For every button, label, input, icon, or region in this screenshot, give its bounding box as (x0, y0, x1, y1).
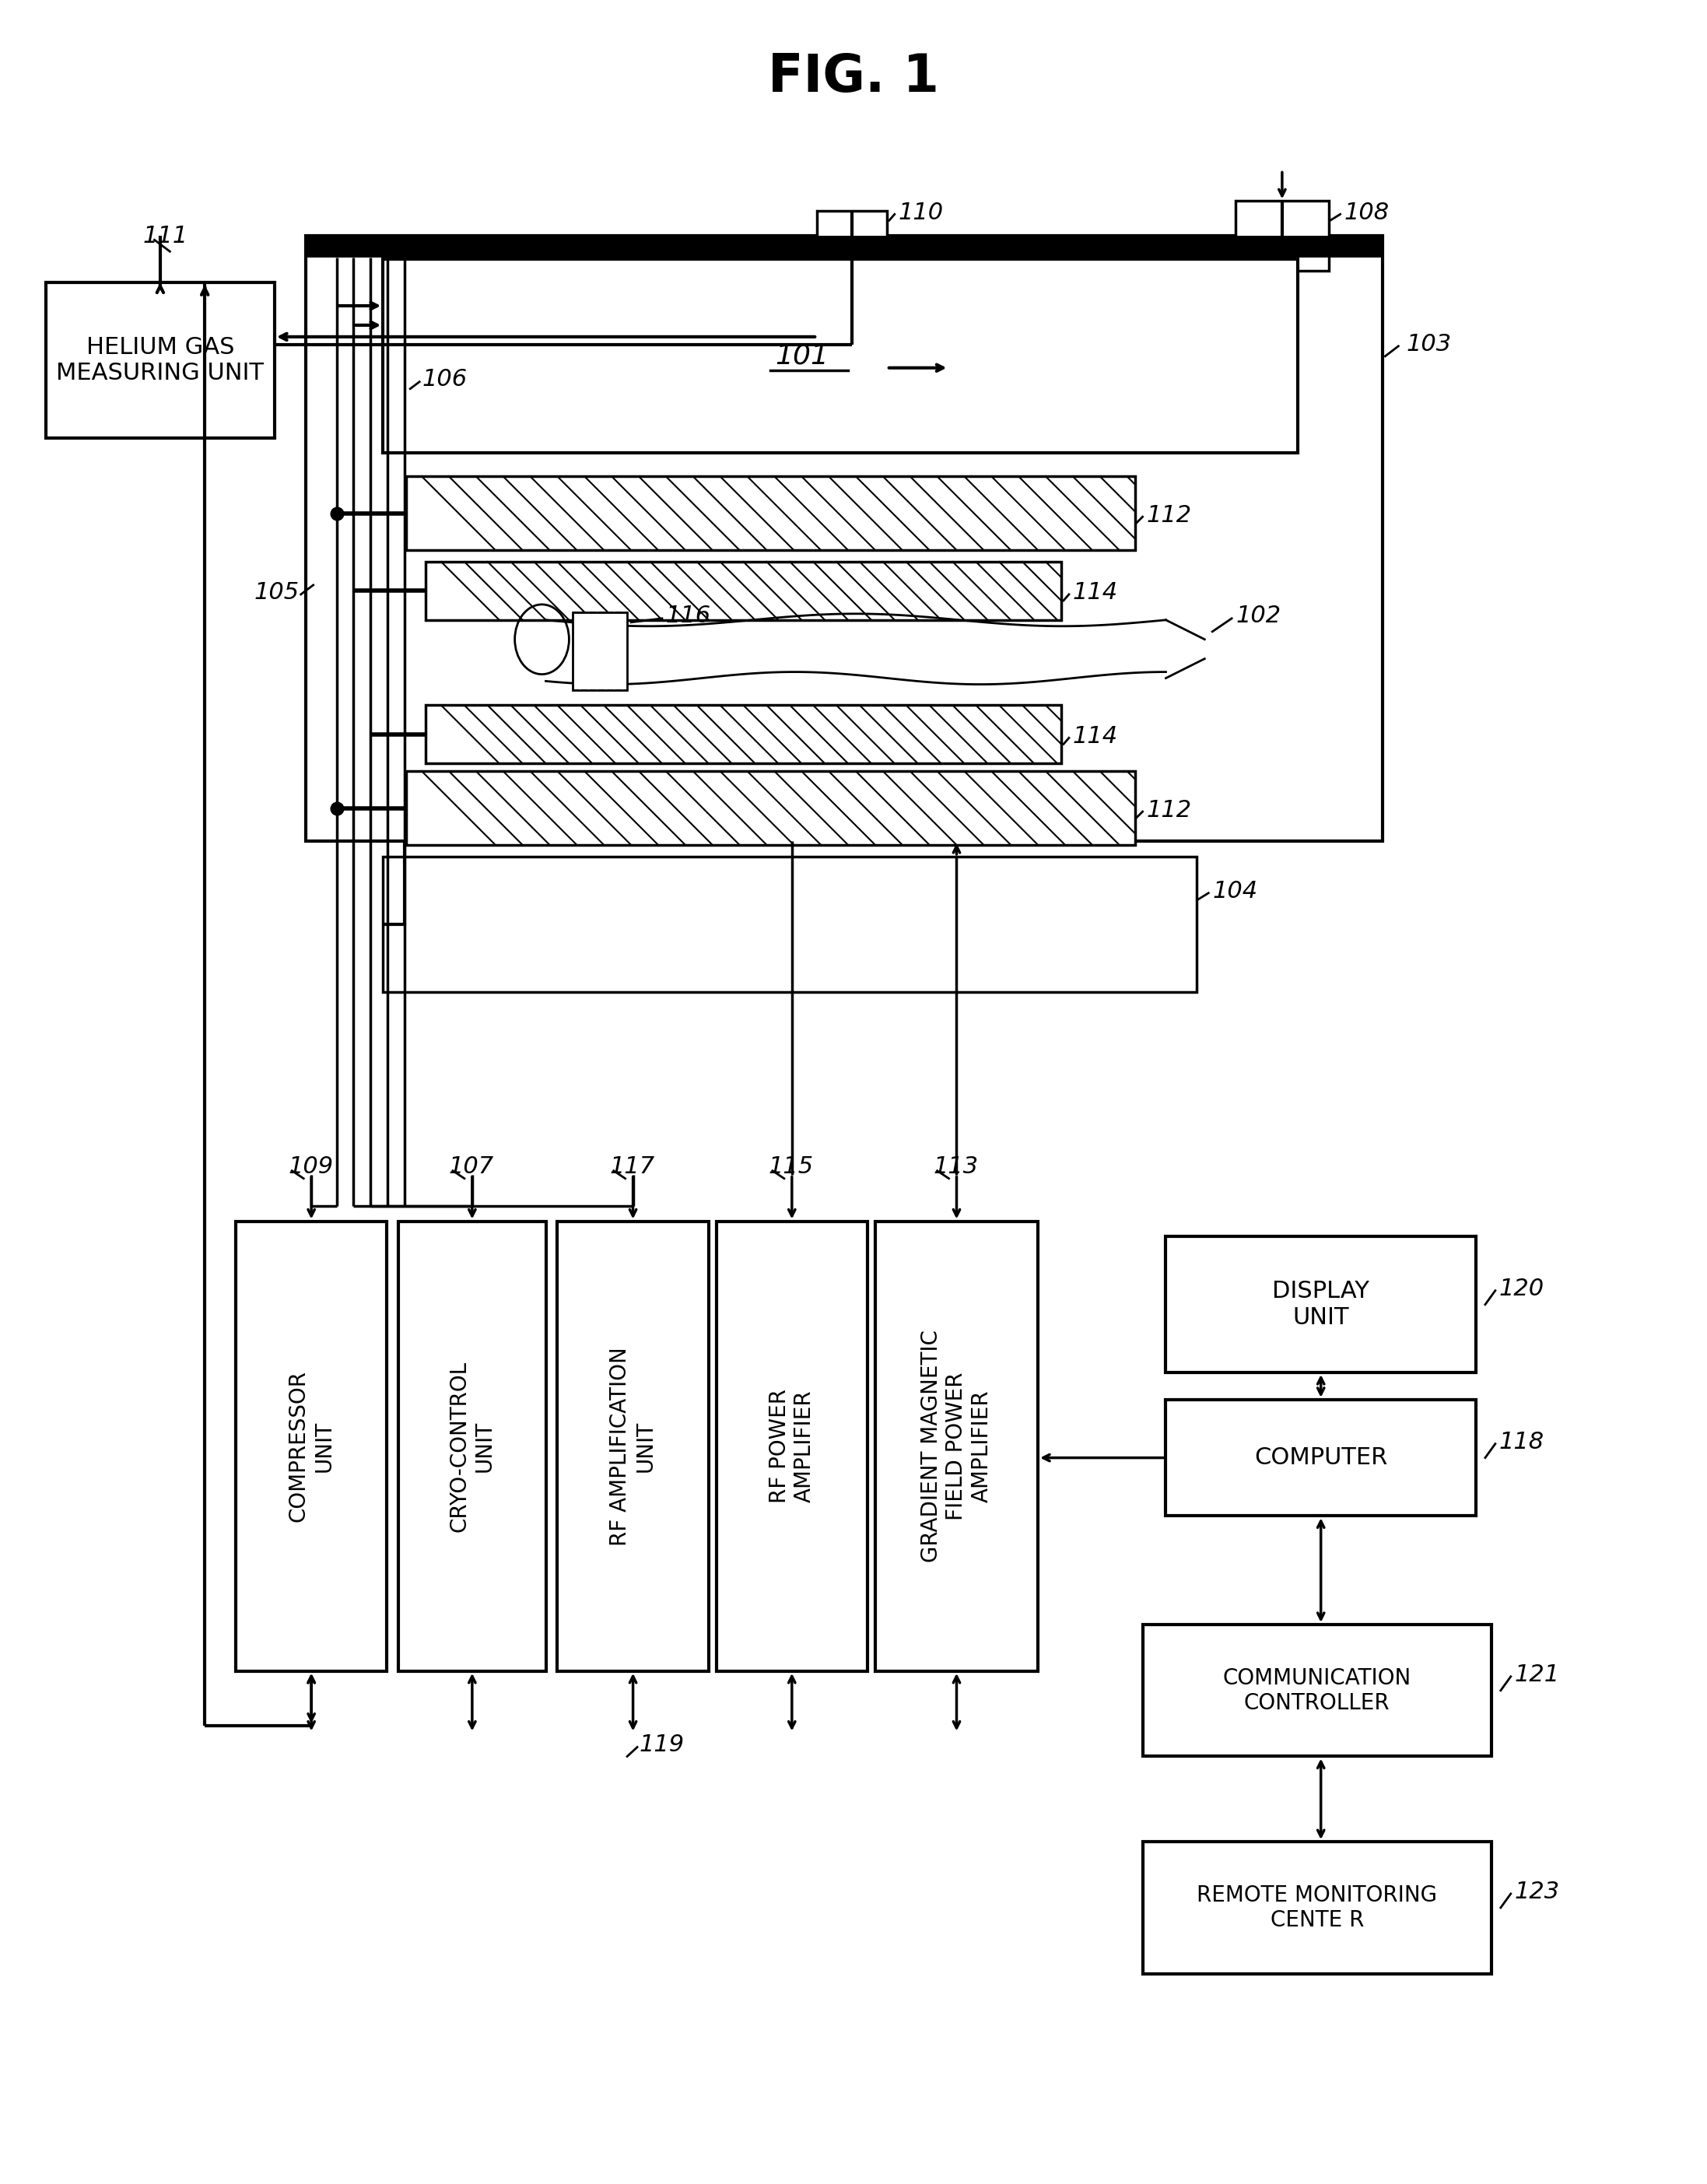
Text: 112: 112 (1147, 505, 1191, 526)
Text: 115: 115 (768, 1155, 814, 1177)
Text: 111: 111 (143, 225, 188, 247)
Text: 103: 103 (1407, 334, 1451, 356)
Text: 123: 123 (1514, 1880, 1560, 1904)
Text: 114: 114 (1072, 581, 1118, 605)
Text: 106: 106 (422, 369, 468, 391)
Text: CRYO-CONTROL
UNIT: CRYO-CONTROL UNIT (449, 1361, 495, 1531)
Text: 107: 107 (449, 1155, 493, 1177)
Text: 105: 105 (254, 581, 299, 605)
Text: DISPLAY
UNIT: DISPLAY UNIT (1272, 1280, 1369, 1328)
Bar (1166, 1400, 1477, 1516)
Text: 113: 113 (934, 1155, 978, 1177)
Bar (876, 1221, 1038, 1671)
Bar (406, 476, 1135, 550)
Bar (1166, 1236, 1477, 1372)
Text: REMOTE MONITORING
CENTE R: REMOTE MONITORING CENTE R (1197, 1885, 1437, 1931)
Bar (306, 236, 1383, 841)
Text: 101: 101 (775, 343, 828, 369)
Text: 121: 121 (1514, 1664, 1560, 1686)
Bar (382, 856, 1197, 992)
Text: 109: 109 (288, 1155, 333, 1177)
Text: 117: 117 (609, 1155, 655, 1177)
Bar (236, 1221, 387, 1671)
Bar (46, 282, 275, 437)
Text: HELIUM GAS
MEASURING UNIT: HELIUM GAS MEASURING UNIT (56, 336, 265, 384)
Text: RF POWER
AMPLIFIER: RF POWER AMPLIFIER (768, 1389, 816, 1503)
Text: 119: 119 (638, 1734, 685, 1756)
Text: 104: 104 (1212, 880, 1258, 902)
Bar (425, 561, 1062, 620)
Bar (425, 705, 1062, 764)
Text: 112: 112 (1147, 799, 1191, 821)
Text: COMPUTER: COMPUTER (1255, 1446, 1388, 1470)
Bar (818, 212, 888, 269)
Bar (1142, 1841, 1492, 1974)
Text: 120: 120 (1499, 1278, 1545, 1299)
Text: 108: 108 (1343, 201, 1389, 225)
Bar (717, 1221, 867, 1671)
Text: 114: 114 (1072, 725, 1118, 747)
Bar (398, 1221, 546, 1671)
Text: 102: 102 (1236, 605, 1280, 627)
Text: GRADIENT MAGNETIC
FIELD POWER
AMPLIFIER: GRADIENT MAGNETIC FIELD POWER AMPLIFIER (920, 1330, 993, 1562)
Bar (406, 771, 1135, 845)
Bar (574, 612, 626, 690)
Text: FIG. 1: FIG. 1 (768, 50, 939, 103)
Text: COMPRESSOR
UNIT: COMPRESSOR UNIT (288, 1369, 335, 1522)
Bar (306, 236, 1383, 258)
Text: RF AMPLIFICATION
UNIT: RF AMPLIFICATION UNIT (609, 1348, 657, 1546)
Text: 118: 118 (1499, 1431, 1545, 1455)
Bar (382, 260, 1297, 452)
Bar (1142, 1625, 1492, 1756)
Bar (1236, 201, 1328, 271)
Bar (558, 1221, 708, 1671)
Text: 116: 116 (666, 605, 712, 627)
Text: COMMUNICATION
CONTROLLER: COMMUNICATION CONTROLLER (1222, 1666, 1412, 1714)
Text: 110: 110 (898, 201, 944, 225)
